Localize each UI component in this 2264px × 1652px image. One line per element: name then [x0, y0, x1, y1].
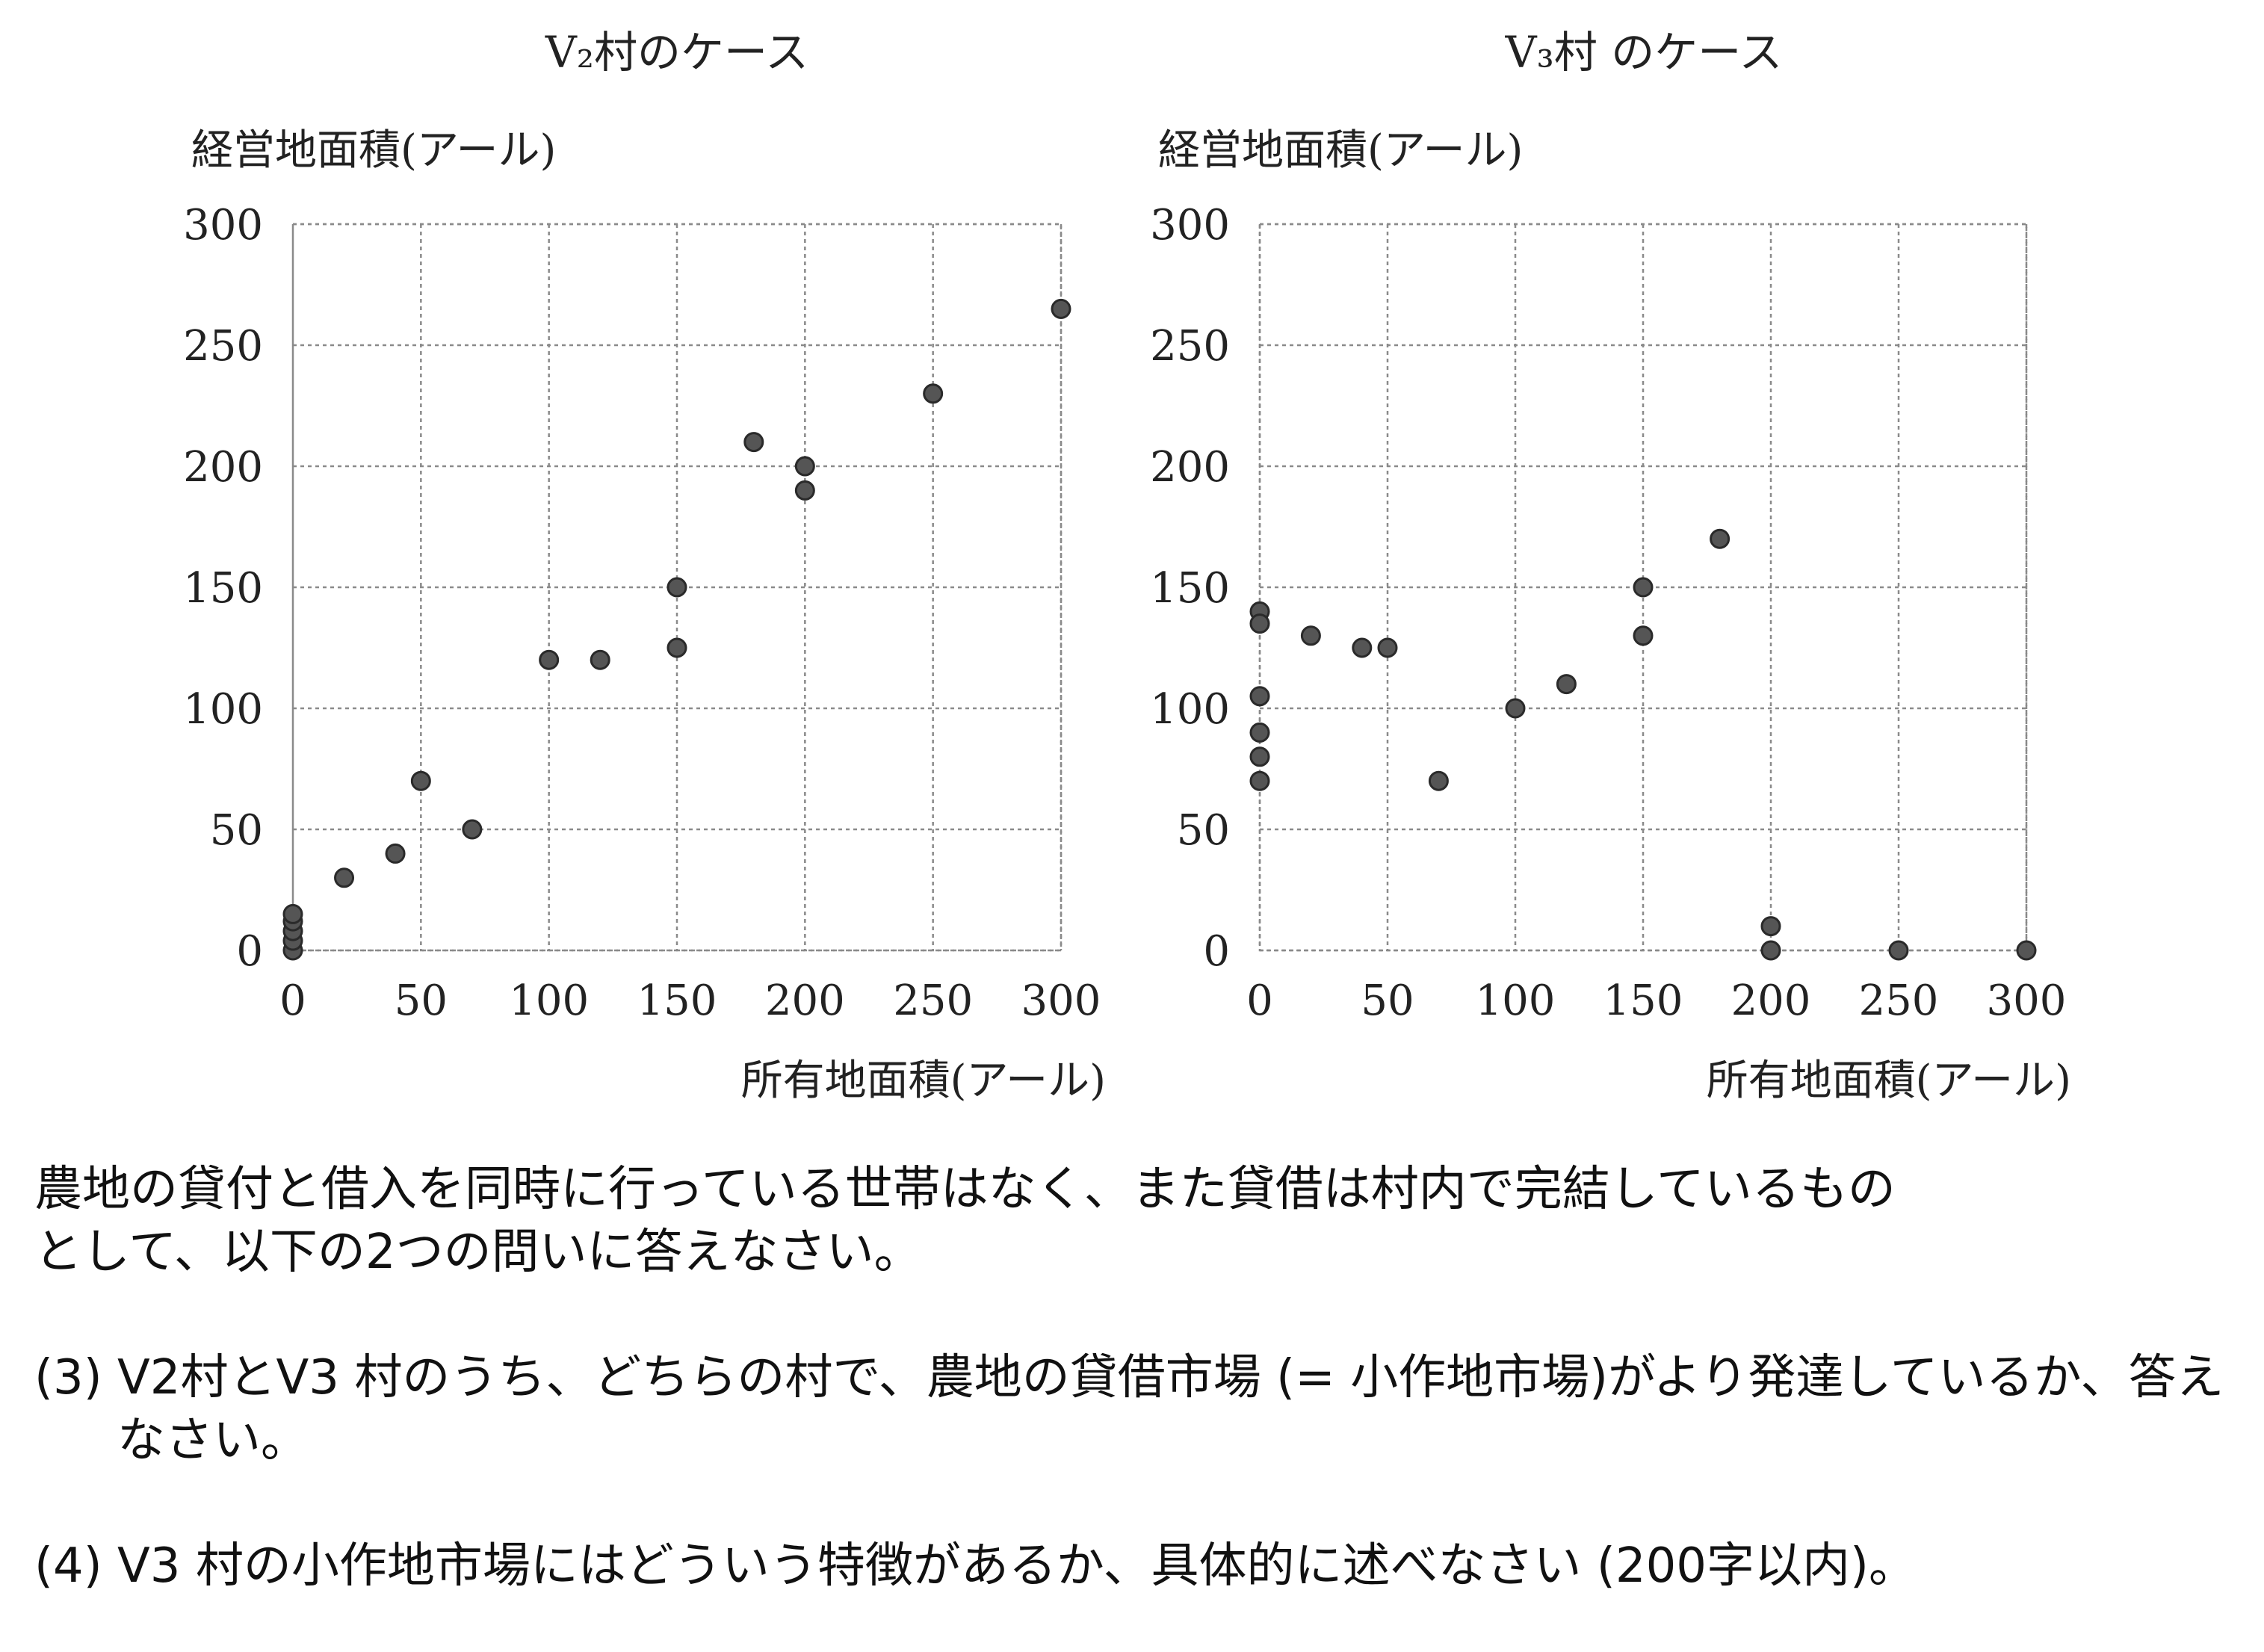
- x-tick-label: 0: [279, 977, 306, 1025]
- data-point: [1633, 625, 1654, 646]
- x-tick-label: 50: [1361, 977, 1414, 1025]
- data-point: [923, 383, 944, 404]
- question-3: (3) V2村とV3 村のうち、どちらの村で、農地の貸借市場 (= 小作地市場)…: [34, 1346, 2231, 1472]
- chart-title: V₃村 のケース: [1505, 27, 1783, 78]
- y-tick-label: 100: [1150, 685, 1230, 734]
- data-point: [1249, 770, 1270, 791]
- question-4-text: V3 村の小作地市場にはどういう特徴があるか、具体的に述べなさい (200字以内…: [117, 1538, 1917, 1594]
- x-tick-label: 200: [765, 977, 845, 1025]
- question-4: (4) V3 村の小作地市場にはどういう特徴があるか、具体的に述べなさい (20…: [34, 1535, 2231, 1597]
- plot-frame: [291, 223, 1063, 952]
- data-point: [1377, 637, 1398, 658]
- data-point: [334, 867, 355, 888]
- y-tick-label: 0: [1203, 927, 1230, 976]
- chart-title: V₂村のケース: [545, 27, 808, 78]
- question-4-number: (4): [34, 1538, 117, 1594]
- intro-text: 農地の貸付と借入を同時に行っている世帯はなく、また貸借は村内で完結しているもの …: [34, 1162, 1896, 1280]
- y-tick-label: 250: [183, 322, 263, 371]
- x-tick-label: 50: [395, 977, 448, 1025]
- data-point: [1505, 698, 1526, 719]
- y-axis-label: 経営地面積(アール): [1158, 126, 1523, 175]
- data-point: [2016, 940, 2037, 961]
- plot-frame: [1258, 223, 2028, 952]
- data-point: [539, 649, 560, 670]
- y-tick-label: 250: [1150, 322, 1230, 371]
- data-point: [1249, 613, 1270, 634]
- data-point: [282, 903, 303, 924]
- data-point: [1352, 637, 1373, 658]
- data-point: [1760, 916, 1781, 937]
- data-point: [590, 649, 610, 670]
- x-axis-label: 所有地面積(アール): [1707, 1057, 2071, 1105]
- x-tick-label: 0: [1246, 977, 1273, 1025]
- data-point: [743, 432, 764, 453]
- x-tick-label: 150: [637, 977, 717, 1025]
- charts-area: V₂村のケース経営地面積(アール) 所有地面積(アール) 0 50 100 150 200 2…: [183, 27, 2071, 1105]
- x-tick-label: 150: [1603, 977, 1683, 1025]
- x-tick-label: 250: [1859, 977, 1939, 1025]
- y-tick-label: 50: [210, 806, 263, 855]
- data-point: [1633, 577, 1654, 598]
- data-point: [666, 577, 687, 598]
- y-tick-label: 150: [183, 564, 263, 613]
- x-tick-label: 100: [509, 977, 589, 1025]
- x-tick-label: 250: [893, 977, 973, 1025]
- data-point: [1760, 940, 1781, 961]
- data-point: [1300, 625, 1321, 646]
- y-tick-label: 200: [183, 443, 263, 492]
- data-point: [1051, 298, 1071, 319]
- y-tick-label: 300: [183, 201, 263, 250]
- x-tick-label: 100: [1476, 977, 1556, 1025]
- y-tick-label: 100: [183, 685, 263, 734]
- x-tick-label: 300: [1021, 977, 1101, 1025]
- x-tick-label: 300: [1987, 977, 2067, 1025]
- data-point: [1428, 770, 1449, 791]
- y-tick-label: 150: [1150, 564, 1230, 613]
- data-point: [1249, 746, 1270, 767]
- y-tick-label: 200: [1150, 443, 1230, 492]
- data-point: [1710, 528, 1731, 549]
- data-point: [385, 843, 406, 864]
- x-axis-label: 所有地面積(アール): [741, 1057, 1106, 1105]
- data-point: [462, 819, 483, 840]
- question-3-text: V2村とV3 村のうち、どちらの村で、農地の貸借市場 (= 小作地市場)がより発…: [117, 1350, 2224, 1468]
- y-axis-label: 経営地面積(アール): [191, 126, 556, 175]
- data-point: [666, 637, 687, 658]
- data-point: [794, 480, 815, 501]
- x-tick-label: 200: [1731, 977, 1811, 1025]
- data-point: [1888, 940, 1909, 961]
- question-3-number: (3): [34, 1350, 117, 1405]
- data-point: [1556, 674, 1577, 695]
- y-tick-label: 0: [236, 927, 263, 976]
- y-tick-label: 50: [1177, 806, 1230, 855]
- data-point: [794, 456, 815, 477]
- data-point: [1249, 686, 1270, 707]
- question-text: 農地の貸付と借入を同時に行っている世帯はなく、また貸借は村内で完結しているもの …: [34, 1158, 2231, 1597]
- data-point: [1249, 722, 1270, 743]
- y-tick-label: 300: [1150, 201, 1230, 250]
- data-point: [410, 770, 431, 791]
